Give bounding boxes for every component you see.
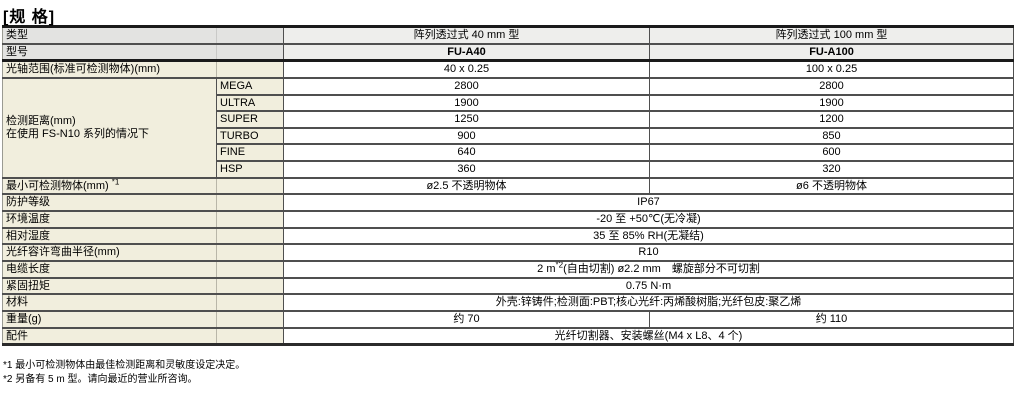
model-value-100: FU-A100 [649,42,1014,61]
row-weight: 重量(g) 约 70 约 110 [2,309,1014,328]
material-label: 材料 [2,293,217,311]
page-title: [规 格] [3,9,56,26]
optical-axis-value-100: 100 x 0.25 [649,59,1014,78]
mega-value-40: 2800 [283,76,650,95]
ultra-value-100: 1900 [649,93,1014,112]
cable-length-value: 2 m*2(自由切割) ø2.2 mm 螺旋部分不可切割 [283,259,1014,278]
turbo-value-100: 850 [649,126,1014,145]
humidity-spacer [216,226,284,245]
optical-axis-value-40: 40 x 0.25 [283,59,650,78]
min-object-value-40: ø2.5 不透明物体 [283,176,650,195]
hsp-value-100: 320 [649,160,1014,178]
row-torque: 紧固扭矩 0.75 N·m [2,276,1014,295]
accessories-spacer [216,326,284,345]
row-type: 类型 阵列透过式 40 mm 型 阵列透过式 100 mm 型 [2,25,1014,44]
accessories-value: 光纤切割器、安装螺丝(M4 x L8、4 个) [283,326,1014,345]
mode-label-turbo: TURBO [216,126,284,145]
type-value-100: 阵列透过式 100 mm 型 [649,25,1014,44]
hsp-value-40: 360 [283,160,650,178]
ultra-value-40: 1900 [283,93,650,112]
torque-spacer [216,276,284,295]
mega-value-100: 2800 [649,76,1014,95]
row-detection-fine: FINE 640 600 [3,143,1014,162]
ambient-temp-label: 环境温度 [2,210,217,228]
humidity-value: 35 至 85% RH(无凝结) [283,226,1014,245]
min-object-spacer [216,176,284,195]
model-value-40: FU-A40 [283,42,650,61]
min-object-value-100: ø6 不透明物体 [649,176,1014,195]
protection-value: IP67 [283,193,1014,212]
material-spacer [216,293,284,311]
accessories-label: 配件 [2,326,217,345]
bend-radius-label: 光纤容许弯曲半径(mm) [2,243,217,261]
model-label: 型号 [2,42,217,61]
row-ambient-temp: 环境温度 -20 至 +50℃(无冷凝) [2,210,1014,228]
optical-axis-spacer [216,59,284,78]
mode-label-ultra: ULTRA [216,93,284,112]
ambient-temp-value: -20 至 +50℃(无冷凝) [283,210,1014,228]
footnotes: *1 最小可检测物体由最佳检测距离和灵敏度设定决定。 *2 另备有 5 m 型。… [3,359,1024,387]
protection-spacer [216,193,284,212]
torque-value: 0.75 N·m [283,276,1014,295]
weight-label: 重量(g) [2,309,217,328]
torque-label: 紧固扭矩 [2,276,217,295]
row-accessories: 配件 光纤切割器、安装螺丝(M4 x L8、4 个) [2,326,1014,345]
humidity-label: 相对湿度 [2,226,217,245]
row-detection-hsp: HSP 360 320 [3,160,1014,178]
min-object-label: 最小可检测物体(mm) *1 [2,176,217,195]
mode-label-super: SUPER [216,110,284,128]
row-humidity: 相对湿度 35 至 85% RH(无凝结) [2,226,1014,245]
cable-length-label: 电缆长度 [2,259,217,278]
row-detection-turbo: TURBO 900 850 [3,126,1014,145]
bend-radius-value: R10 [283,243,1014,261]
detection-distance-label: 检测距离(mm) 在使用 FS-N10 系列的情况下 [2,76,217,178]
row-detection-ultra: ULTRA 1900 1900 [3,93,1014,112]
weight-value-40: 约 70 [283,309,650,328]
row-model: 型号 FU-A40 FU-A100 [2,42,1014,61]
cable-length-post: (自由切割) ø2.2 mm 螺旋部分不可切割 [563,262,760,275]
min-object-footnote-ref: *1 [111,177,120,187]
ambient-temp-spacer [216,210,284,228]
cable-length-pre: 2 m [537,262,556,275]
turbo-value-40: 900 [283,126,650,145]
material-value: 外壳:锌铸件;检测面:PBT;核心光纤:丙烯酸树脂;光纤包皮:聚乙烯 [283,293,1014,311]
bend-radius-spacer [216,243,284,261]
optical-axis-label: 光轴范围(标准可检测物体)(mm) [2,59,217,78]
spec-table: 类型 阵列透过式 40 mm 型 阵列透过式 100 mm 型 型号 FU-A4… [2,25,1014,347]
row-optical-axis: 光轴范围(标准可检测物体)(mm) 40 x 0.25 100 x 0.25 [2,59,1014,78]
row-cable-length: 电缆长度 2 m*2(自由切割) ø2.2 mm 螺旋部分不可切割 [2,259,1014,278]
fine-value-40: 640 [283,143,650,162]
mode-label-fine: FINE [216,143,284,162]
detection-label-line1: 检测距离(mm) [6,115,76,128]
min-object-label-text: 最小可检测物体(mm) [6,179,109,192]
row-min-object: 最小可检测物体(mm) *1 ø2.5 不透明物体 ø6 不透明物体 [2,176,1014,195]
type-label: 类型 [2,25,217,44]
super-value-100: 1200 [649,110,1014,128]
type-value-40: 阵列透过式 40 mm 型 [283,25,650,44]
row-material: 材料 外壳:锌铸件;检测面:PBT;核心光纤:丙烯酸树脂;光纤包皮:聚乙烯 [2,293,1014,311]
mode-label-hsp: HSP [216,160,284,178]
type-label-spacer [216,25,284,44]
protection-label: 防护等级 [2,193,217,212]
super-value-40: 1250 [283,110,650,128]
row-detection-mega: 检测距离(mm) 在使用 FS-N10 系列的情况下 MEGA 2800 280… [2,76,1014,178]
model-label-spacer [216,42,284,61]
row-protection: 防护等级 IP67 [2,193,1014,212]
footnote-2: *2 另备有 5 m 型。请向最近的营业所咨询。 [3,374,198,386]
row-detection-super: SUPER 1250 1200 [3,110,1014,128]
mode-label-mega: MEGA [216,76,284,95]
weight-value-100: 约 110 [649,309,1014,328]
weight-spacer [216,309,284,328]
detection-label-line2: 在使用 FS-N10 系列的情况下 [6,127,150,140]
cable-length-spacer [216,259,284,278]
fine-value-100: 600 [649,143,1014,162]
footnote-1: *1 最小可检测物体由最佳检测距离和灵敏度设定决定。 [3,360,246,372]
cable-footnote-ref: *2 [555,260,564,270]
row-bend-radius: 光纤容许弯曲半径(mm) R10 [2,243,1014,261]
